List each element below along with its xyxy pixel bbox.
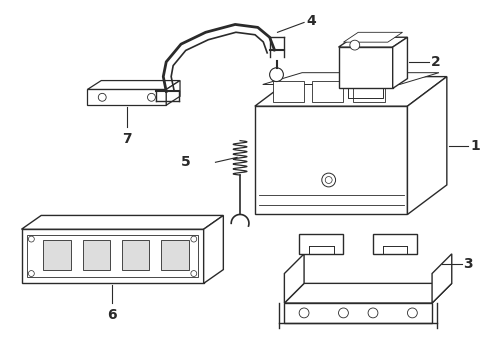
Circle shape (299, 308, 309, 318)
Polygon shape (284, 254, 304, 303)
Circle shape (98, 93, 106, 101)
Text: 2: 2 (431, 55, 441, 69)
Circle shape (368, 308, 378, 318)
Polygon shape (299, 234, 343, 254)
Polygon shape (88, 81, 180, 89)
Text: 4: 4 (306, 14, 316, 27)
Text: 7: 7 (122, 132, 132, 146)
Polygon shape (284, 283, 452, 303)
Polygon shape (408, 77, 447, 215)
Polygon shape (263, 73, 439, 85)
Circle shape (350, 40, 360, 50)
Circle shape (322, 173, 336, 187)
Bar (82, 240, 110, 270)
Polygon shape (339, 47, 392, 89)
Polygon shape (339, 37, 408, 47)
Text: 3: 3 (464, 257, 473, 271)
Circle shape (270, 68, 283, 82)
Circle shape (325, 176, 332, 184)
Polygon shape (166, 81, 180, 105)
Circle shape (191, 271, 197, 276)
Text: 6: 6 (107, 308, 117, 322)
Polygon shape (432, 254, 452, 303)
Bar (43, 240, 71, 270)
Bar (161, 240, 189, 270)
Bar (27, 235, 198, 278)
Polygon shape (255, 106, 408, 215)
Circle shape (28, 271, 34, 276)
Polygon shape (392, 37, 408, 89)
Text: 5: 5 (181, 155, 191, 169)
Circle shape (28, 236, 34, 242)
Bar (272, 81, 304, 102)
Polygon shape (373, 234, 417, 254)
Bar (353, 81, 385, 102)
Circle shape (191, 236, 197, 242)
Circle shape (408, 308, 417, 318)
Polygon shape (284, 303, 432, 323)
Circle shape (339, 308, 348, 318)
Bar (122, 240, 149, 270)
Polygon shape (22, 229, 204, 283)
Bar (312, 81, 343, 102)
Polygon shape (22, 215, 223, 229)
Polygon shape (343, 32, 402, 42)
Polygon shape (88, 89, 166, 105)
Polygon shape (255, 77, 447, 106)
Text: 1: 1 (470, 139, 480, 153)
Polygon shape (204, 215, 223, 283)
Circle shape (147, 93, 155, 101)
